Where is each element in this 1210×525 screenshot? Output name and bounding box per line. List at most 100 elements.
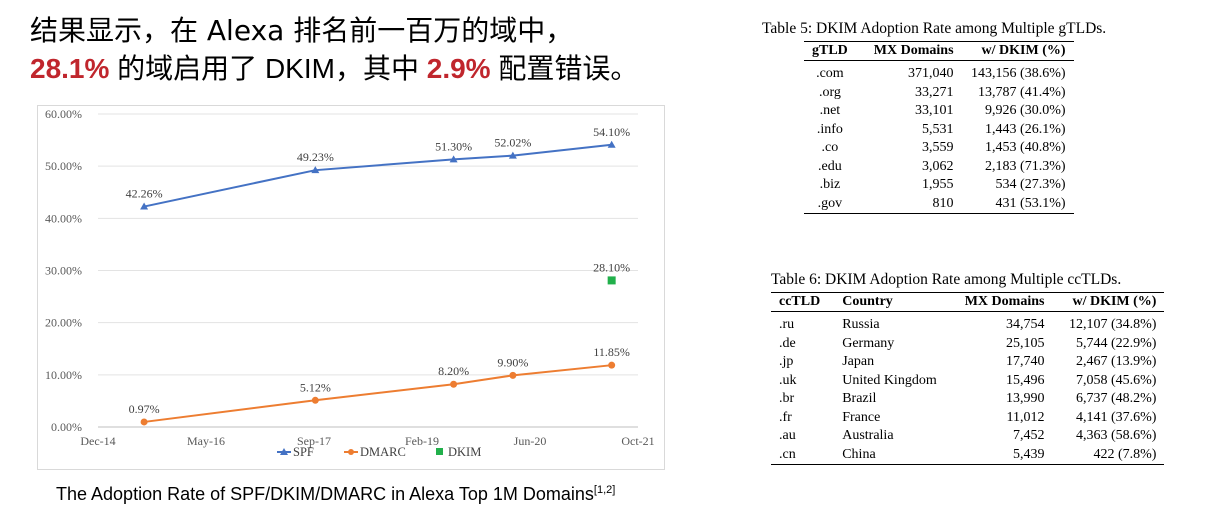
table5-cell: 143,156 (38.6%) [971,66,1066,81]
table6-cell: 6,737 (48.2%) [1075,391,1157,406]
dkim-point [607,276,616,285]
table6-cell: 7,058 (45.6%) [1075,372,1157,388]
table5-cell: 3,559 [922,140,954,155]
series-line-dmarc [143,364,612,423]
table5-row: .com 371,040 143,156 (38.6%) [804,61,1074,84]
data-label: 28.10% [593,260,630,274]
table6-row: .au Australia 7,452 4,363 (58.6%) [771,427,1164,446]
table5-cell: .gov [817,195,843,211]
x-tick-label: Sep-17 [297,434,331,448]
dmarc-point [450,380,458,388]
table6-row: .br Brazil 13,990 6,737 (48.2%) [771,390,1164,409]
table6-cell: 12,107 (34.8%) [1068,317,1157,332]
y-tick-label: 0.00% [51,420,82,434]
table5-cell: 33,271 [915,84,954,100]
table6-cell: .uk [779,372,797,388]
table6-cell: .ru [779,317,795,332]
table5-cell: .biz [819,177,841,192]
table5-cell: 5,531 [922,121,954,137]
headline-line2-end: 配置错误。 [490,53,639,84]
table6-header-cell: ccTLD [779,294,821,309]
table5-cell: 534 (27.3%) [995,177,1066,192]
y-tick-label: 60.00% [45,107,82,121]
misconfig-rate-highlight: 2.9% [426,53,491,84]
chart-caption-citation: [1,2] [593,484,616,496]
data-label: 9.90% [497,355,528,369]
table5-row: .info 5,531 1,443 (26.1%) [804,121,1074,140]
table5-row: .net 33,101 9,926 (30.0%) [804,102,1074,121]
table6-cell: .jp [779,354,794,369]
table6-row: .cn China 5,439 422 (7.8%) [771,446,1165,465]
table6-cell: Japan [842,354,875,369]
table6-cell: .cn [779,446,796,462]
table5-cell: .info [816,121,843,137]
table6-header-row: ccTLD Country MX Domains w/ DKIM (%) [771,292,1165,312]
table6-cell: 11,012 [1006,409,1045,425]
table6-header-cell: Country [842,294,893,309]
table5-cell: 33,101 [915,103,954,118]
table6-cell: 34,754 [1005,317,1045,332]
dkim-rate-highlight: 28.1% [30,53,110,84]
headline-line2: 28.1% 的域启用了 DKIM，其中 2.9% 配置错误。 [30,50,638,88]
data-label: 49.23% [297,150,334,164]
table6-row: .de Germany 25,105 5,744 (22.9%) [771,335,1164,354]
table6-cell: 17,740 [1005,354,1045,369]
table5-cell: 1,443 (26.1%) [985,121,1066,137]
table5-row: .biz 1,955 534 (27.3%) [804,176,1074,195]
table6-cell: France [842,409,881,425]
spf-point [607,140,616,148]
spf-point [508,151,517,159]
table5-cell: 810 [932,195,954,211]
legend-marker-dkim [436,448,443,455]
table5: Table 5: DKIM Adoption Rate among Multip… [762,20,1106,214]
chart-caption-text: The Adoption Rate of SPF/DKIM/DMARC in A… [56,484,594,504]
headline-line1: 结果显示，在 Alexa 排名前一百万的域中， [30,14,574,47]
table5-row: .co 3,559 1,453 (40.8%) [804,139,1074,158]
dmarc-point [509,371,517,379]
legend-label-dkim: DKIM [448,445,481,459]
dmarc-point [608,361,616,369]
table5-row: .org 33,271 13,787 (41.4%) [804,84,1074,103]
table6-cell: Brazil [842,391,877,406]
y-tick-label: 30.00% [45,264,82,278]
table6-row: .jp Japan 17,740 2,467 (13.9%) [771,353,1164,372]
table5-cell: 1,453 (40.8%) [985,140,1066,155]
table5-header-cell: gTLD [812,43,848,58]
series-line-spf [143,143,612,208]
x-tick-label: Dec-14 [80,434,115,448]
table6-cell: 7,452 [1012,428,1045,443]
data-label: 5.12% [300,380,331,394]
dmarc-point [311,396,319,404]
table5-cell: 431 (53.1%) [995,195,1066,211]
table6-cell: 5,744 (22.9%) [1075,335,1157,351]
table6-grid: ccTLD Country MX Domains w/ DKIM (%) .ru… [771,292,1165,465]
table6-cell: Germany [842,335,895,351]
y-tick-label: 20.00% [45,316,82,330]
x-tick-label: Oct-21 [621,434,654,448]
data-label: 54.10% [593,125,630,139]
spf-point [311,166,320,174]
x-tick-label: Jun-20 [514,434,547,448]
table6-cell: 5,439 [1012,446,1045,462]
table5-cell: 1,955 [922,177,954,192]
table6-cell: .fr [779,409,792,425]
spf-point [140,202,149,210]
table5-cell: 3,062 [922,158,954,174]
legend-marker-spf [280,448,288,455]
table5-cell: .com [816,66,844,81]
table5-cell: 9,926 (30.0%) [985,103,1066,118]
data-label: 52.02% [494,136,531,150]
table5-cell: 13,787 (41.4%) [978,84,1066,100]
data-label: 51.30% [435,139,472,153]
table5-cell: .net [819,103,841,118]
data-label: 42.26% [126,187,163,201]
spf-point [449,155,458,163]
table5-title: Table 5: DKIM Adoption Rate among Multip… [762,20,1107,37]
table5-header-row: gTLD MX Domains w/ DKIM (%) [804,41,1074,61]
table6-cell: 2,467 (13.9%) [1075,354,1157,369]
adoption-chart: 0.00% 10.00% 20.00% 30.00% 40.00% 50.00% 60.00… [37,105,665,470]
table5-header-cell: MX Domains [873,43,954,58]
table6-cell: 25,105 [1005,335,1045,351]
headline-line2-middle: 的域启用了 DKIM，其中 [109,53,427,84]
table6-row: .fr France 11,012 4,141 (37.6%) [771,409,1164,428]
